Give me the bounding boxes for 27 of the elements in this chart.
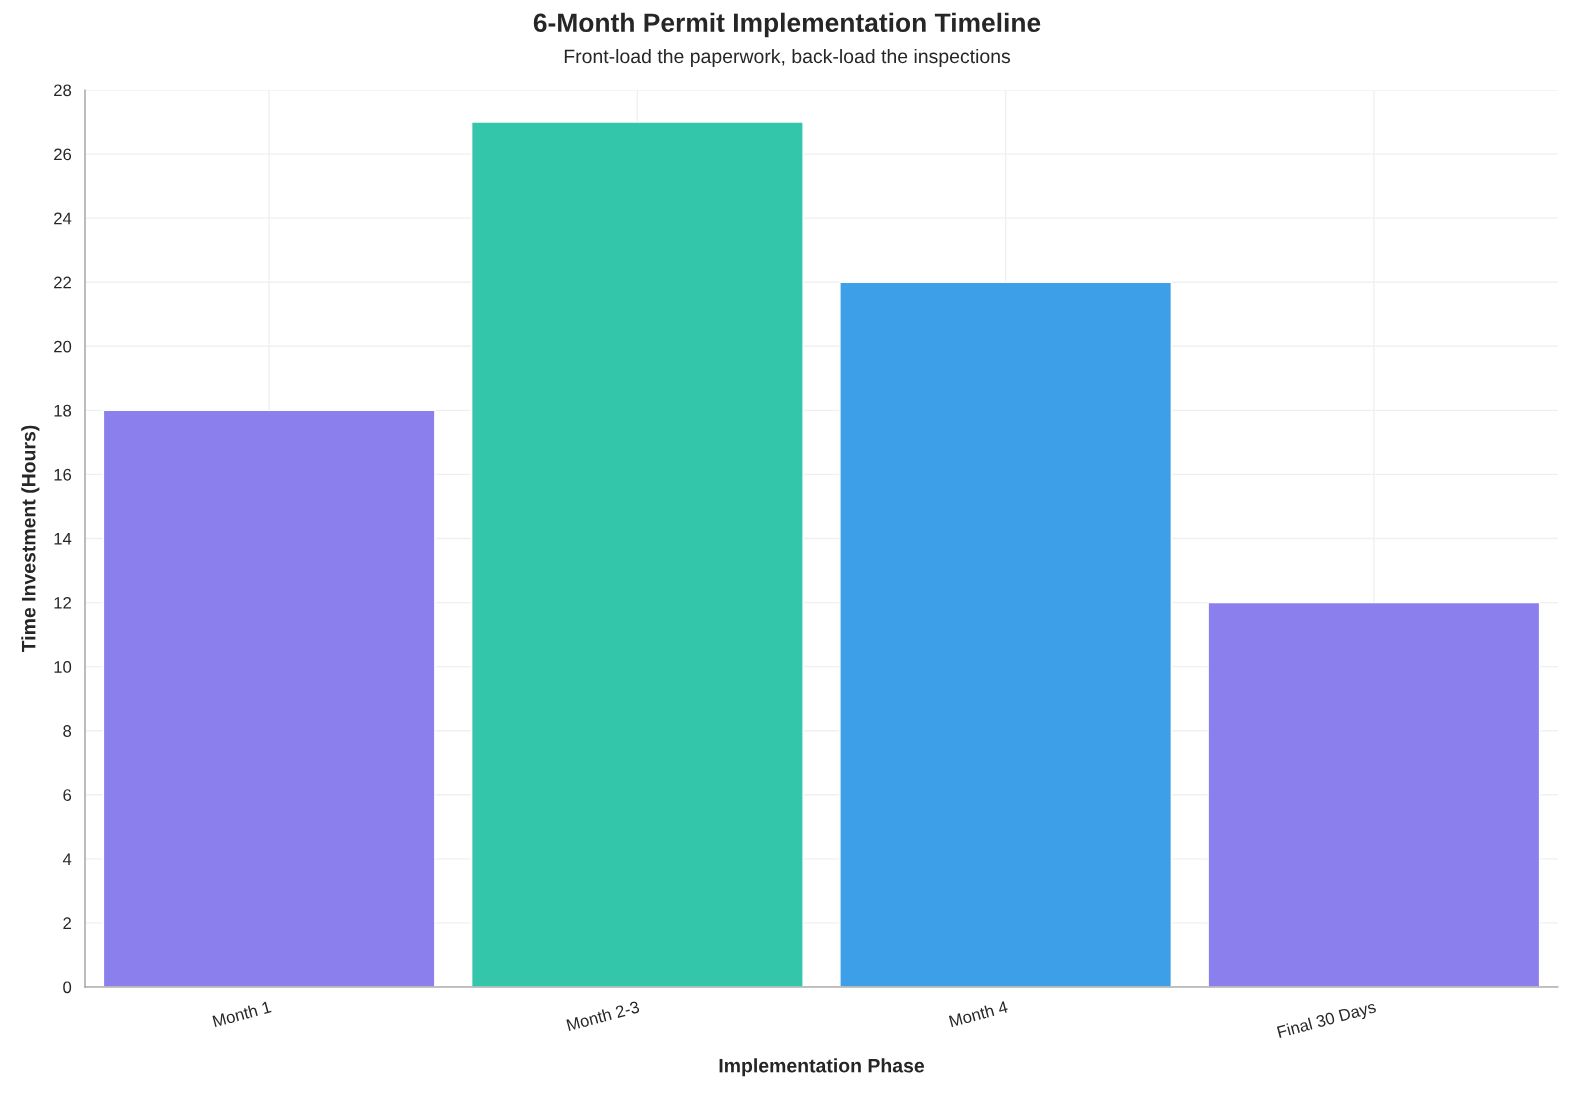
y-tick-label: 10: [54, 661, 72, 673]
bar: [1207, 601, 1541, 987]
x-tick-label: Month 1: [212, 1000, 272, 1028]
y-tick-label: 2: [63, 917, 71, 929]
x-tick-label: Month 2-3: [566, 1000, 640, 1032]
x-tick-label: Month 4: [948, 1000, 1009, 1028]
y-tick-label: 16: [54, 468, 72, 481]
y-tick-label: 26: [54, 148, 72, 161]
y-axis-title: Time Investment (Hours): [21, 425, 40, 653]
y-tick-label: 8: [63, 725, 72, 737]
chart-title: 6-Month Permit Implementation Timeline: [533, 12, 1041, 38]
y-tick-label: 14: [54, 533, 72, 545]
y-tick-label: 20: [54, 340, 72, 353]
y-tick-label: 6: [63, 789, 72, 801]
bar: [839, 281, 1173, 987]
bar: [102, 409, 436, 987]
y-tick-label: 0: [63, 981, 72, 994]
y-tick-label: 22: [54, 276, 71, 289]
bar: [470, 121, 804, 987]
y-tick-label: 4: [62, 853, 72, 865]
x-axis-title: Implementation Phase: [719, 1058, 925, 1077]
x-tick-label: Final 30 Days: [1276, 1000, 1378, 1042]
y-tick-label: 24: [54, 212, 72, 225]
y-tick-label: 18: [54, 404, 72, 417]
chart-subtitle: Front-load the paperwork, back-load the inspections: [564, 48, 1011, 68]
y-tick-label: 12: [54, 596, 71, 609]
y-tick-label: 28: [54, 84, 72, 97]
